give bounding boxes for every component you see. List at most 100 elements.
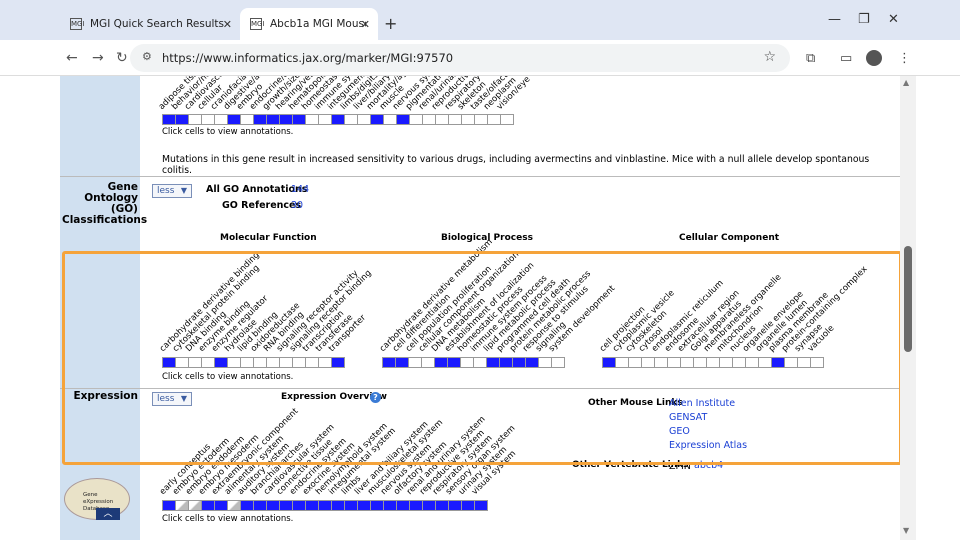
mf-cell[interactable] bbox=[175, 357, 189, 368]
cc-cell[interactable] bbox=[641, 357, 655, 368]
bp-cell[interactable] bbox=[499, 357, 513, 368]
tab-abcb1a[interactable]: MGI Abcb1a MGI Mouse Gene Deta ✕ bbox=[240, 8, 378, 40]
page-scrollbar[interactable]: ▲ ▼ bbox=[900, 76, 916, 540]
expression-cell[interactable] bbox=[253, 500, 267, 511]
cc-cell[interactable] bbox=[719, 357, 733, 368]
bp-cell[interactable] bbox=[434, 357, 448, 368]
expression-cell[interactable] bbox=[266, 500, 280, 511]
zfin-abcb4-link[interactable]: abcb4 bbox=[694, 460, 724, 471]
scroll-down-icon[interactable]: ▼ bbox=[903, 526, 910, 535]
go-toggle-select[interactable]: less ▼ bbox=[152, 184, 192, 198]
phenotype-cell[interactable] bbox=[253, 114, 267, 125]
mf-cell[interactable] bbox=[305, 357, 319, 368]
site-info-icon[interactable]: ⚙ bbox=[142, 50, 152, 63]
phenotype-cell[interactable] bbox=[396, 114, 410, 125]
close-icon[interactable]: ✕ bbox=[222, 17, 232, 31]
phenotype-cell[interactable] bbox=[487, 114, 501, 125]
mf-cell[interactable] bbox=[201, 357, 215, 368]
expression-cell[interactable] bbox=[435, 500, 449, 511]
cc-cell[interactable] bbox=[628, 357, 642, 368]
cc-grid[interactable] bbox=[602, 357, 824, 368]
phenotype-cell[interactable] bbox=[409, 114, 423, 125]
bp-cell[interactable] bbox=[473, 357, 487, 368]
expression-cell[interactable] bbox=[279, 500, 293, 511]
expression-cell[interactable] bbox=[331, 500, 345, 511]
bp-cell[interactable] bbox=[512, 357, 526, 368]
cc-cell[interactable] bbox=[771, 357, 785, 368]
address-bar[interactable]: ⚙ https://www.informatics.jax.org/marker… bbox=[130, 44, 790, 72]
expression-grid[interactable] bbox=[162, 500, 488, 511]
cc-cell[interactable] bbox=[732, 357, 746, 368]
cc-cell[interactable] bbox=[693, 357, 707, 368]
gensat-link[interactable]: GENSAT bbox=[669, 412, 708, 423]
go-all-annotations-link[interactable]: 144 bbox=[291, 184, 310, 195]
mf-grid[interactable] bbox=[162, 357, 345, 368]
mf-cell[interactable] bbox=[331, 357, 345, 368]
expression-cell[interactable] bbox=[227, 500, 241, 511]
cc-cell[interactable] bbox=[654, 357, 668, 368]
bp-cell[interactable] bbox=[460, 357, 474, 368]
allen-institute-link[interactable]: Allen Institute bbox=[669, 398, 736, 409]
back-icon[interactable]: ← bbox=[66, 50, 78, 66]
expression-cell[interactable] bbox=[162, 500, 176, 511]
bp-cell[interactable] bbox=[538, 357, 552, 368]
phenotype-grid[interactable] bbox=[162, 114, 514, 125]
phenotype-cell[interactable] bbox=[188, 114, 202, 125]
mf-cell[interactable] bbox=[253, 357, 267, 368]
phenotype-cell[interactable] bbox=[474, 114, 488, 125]
expression-cell[interactable] bbox=[383, 500, 397, 511]
phenotype-cell[interactable] bbox=[292, 114, 306, 125]
expression-cell[interactable] bbox=[448, 500, 462, 511]
cc-cell[interactable] bbox=[810, 357, 824, 368]
expression-cell[interactable] bbox=[214, 500, 228, 511]
bp-cell[interactable] bbox=[421, 357, 435, 368]
extensions-icon[interactable]: ⧉ bbox=[806, 51, 816, 66]
forward-icon[interactable]: → bbox=[92, 50, 104, 66]
expression-cell[interactable] bbox=[474, 500, 488, 511]
mf-cell[interactable] bbox=[318, 357, 332, 368]
mf-cell[interactable] bbox=[227, 357, 241, 368]
expression-cell[interactable] bbox=[409, 500, 423, 511]
phenotype-cell[interactable] bbox=[357, 114, 371, 125]
bp-cell[interactable] bbox=[395, 357, 409, 368]
phenotype-cell[interactable] bbox=[305, 114, 319, 125]
minimize-icon[interactable]: — bbox=[828, 12, 841, 27]
scroll-to-top-button[interactable]: ︿ bbox=[96, 508, 120, 520]
expression-cell[interactable] bbox=[201, 500, 215, 511]
expression-cell[interactable] bbox=[344, 500, 358, 511]
mf-cell[interactable] bbox=[214, 357, 228, 368]
bp-cell[interactable] bbox=[382, 357, 396, 368]
phenotype-cell[interactable] bbox=[227, 114, 241, 125]
bp-cell[interactable] bbox=[447, 357, 461, 368]
expression-cell[interactable] bbox=[175, 500, 189, 511]
phenotype-cell[interactable] bbox=[279, 114, 293, 125]
restore-icon[interactable]: ❐ bbox=[858, 12, 870, 27]
close-icon[interactable]: ✕ bbox=[360, 17, 370, 31]
phenotype-cell[interactable] bbox=[175, 114, 189, 125]
cc-cell[interactable] bbox=[615, 357, 629, 368]
expression-cell[interactable] bbox=[396, 500, 410, 511]
scroll-up-icon[interactable]: ▲ bbox=[903, 78, 910, 87]
bp-cell[interactable] bbox=[486, 357, 500, 368]
menu-icon[interactable]: ⋮ bbox=[898, 51, 911, 66]
phenotype-cell[interactable] bbox=[240, 114, 254, 125]
cc-cell[interactable] bbox=[758, 357, 772, 368]
expression-atlas-link[interactable]: Expression Atlas bbox=[669, 440, 748, 451]
expression-cell[interactable] bbox=[422, 500, 436, 511]
phenotype-cell[interactable] bbox=[344, 114, 358, 125]
tab-mgi-quick-search[interactable]: MGI MGI Quick Search Results ✕ bbox=[60, 8, 240, 40]
bp-cell[interactable] bbox=[525, 357, 539, 368]
geo-link[interactable]: GEO bbox=[669, 426, 690, 437]
expression-cell[interactable] bbox=[357, 500, 371, 511]
phenotype-cell[interactable] bbox=[201, 114, 215, 125]
reading-list-icon[interactable]: ▭ bbox=[840, 51, 853, 66]
phenotype-cell[interactable] bbox=[266, 114, 280, 125]
bp-cell[interactable] bbox=[551, 357, 565, 368]
bp-cell[interactable] bbox=[408, 357, 422, 368]
phenotype-cell[interactable] bbox=[461, 114, 475, 125]
mf-cell[interactable] bbox=[292, 357, 306, 368]
mf-cell[interactable] bbox=[266, 357, 280, 368]
expression-cell[interactable] bbox=[461, 500, 475, 511]
phenotype-cell[interactable] bbox=[500, 114, 514, 125]
reload-icon[interactable]: ↻ bbox=[116, 50, 128, 66]
